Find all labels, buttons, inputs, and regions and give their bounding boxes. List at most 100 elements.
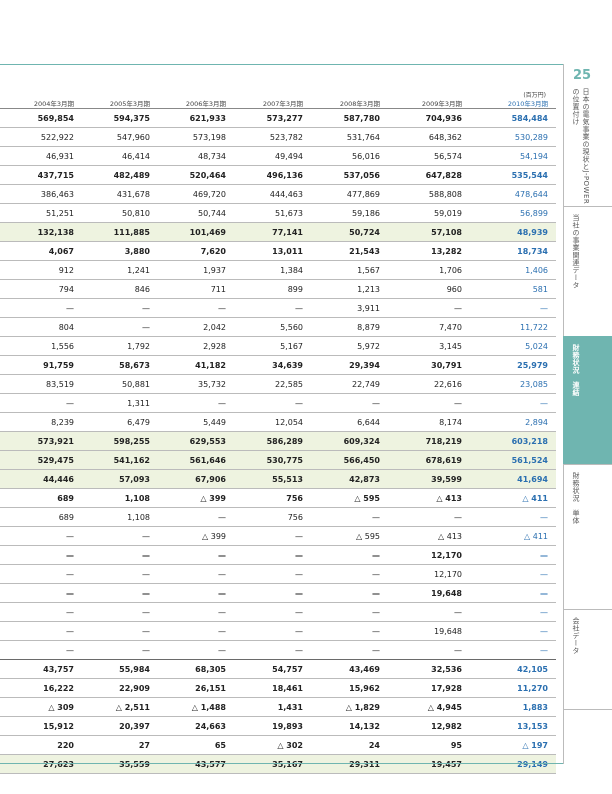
table-cell: 13,011 <box>234 241 311 261</box>
table-cell: △ 302 <box>234 735 311 755</box>
table-cell: 42,873 <box>311 469 388 489</box>
sidebar-section[interactable]: 日本の電気事業の現状とJ-POWERの位置付け <box>563 66 612 207</box>
table-cell: 1,108 <box>82 488 158 508</box>
table-cell: 531,764 <box>311 127 388 147</box>
table-cell: 59,019 <box>388 203 470 223</box>
table-cell: — <box>234 602 311 622</box>
table-cell: 1,706 <box>388 260 470 280</box>
table-cell: △ 399 <box>158 526 234 546</box>
table-cell: 67,906 <box>158 469 234 489</box>
table-cell: 1,431 <box>234 697 311 717</box>
table-cell: 11,270 <box>470 678 556 698</box>
table-row: — — — — — — — <box>0 640 556 660</box>
sidebar-section[interactable]: 財務状況 単体 <box>563 464 612 610</box>
table-cell: 588,808 <box>388 184 470 204</box>
table-row: — — △ 399— △ 595 △ 413 △ 411 <box>0 526 556 546</box>
table-cell: 689 <box>0 488 82 508</box>
table-cell: 522,922 <box>0 127 82 147</box>
table-row: 689 1,108—756— — — <box>0 507 556 527</box>
table-cell: 912 <box>0 260 82 280</box>
table-cell: — <box>388 602 470 622</box>
table-cell: — <box>234 545 311 565</box>
table-body: 569,854 594,375 621,933 573,277 587,780 704,9… <box>0 108 556 774</box>
table-cell: 30,791 <box>388 355 470 375</box>
table-row: — — — — —12,170— <box>0 545 556 565</box>
table-cell: 15,962 <box>311 678 388 698</box>
table-cell: 17,928 <box>388 678 470 698</box>
sidebar-section[interactable]: 財務状況 連結 <box>563 336 612 465</box>
table-cell: △ 197 <box>470 735 556 755</box>
sidebar-section[interactable]: 会社データ <box>563 609 612 710</box>
table-cell: — <box>311 393 388 413</box>
table-cell: 50,724 <box>311 222 388 242</box>
table-cell: 35,732 <box>158 374 234 394</box>
table-cell: — <box>158 564 234 584</box>
table-cell: 899 <box>234 279 311 299</box>
table-row: 386,463 431,678 469,720 444,463 477,869 588,8… <box>0 184 556 204</box>
bottom-rule <box>0 763 563 764</box>
table-cell: 8,879 <box>311 317 388 337</box>
table-cell: △ 1,829 <box>311 697 388 717</box>
table-cell: 431,678 <box>82 184 158 204</box>
table-cell: — <box>470 507 556 527</box>
table-cell: — <box>0 640 82 660</box>
table-cell: — <box>158 640 234 660</box>
table-cell: 26,151 <box>158 678 234 698</box>
table-cell: 648,362 <box>388 127 470 147</box>
table-cell: 1,384 <box>234 260 311 280</box>
table-cell: — <box>158 393 234 413</box>
table-row: 4,067 3,880 7,620 13,011 21,543 13,282 18,734 <box>0 241 556 261</box>
table-cell: 5,449 <box>158 412 234 432</box>
table-cell: 15,912 <box>0 716 82 736</box>
table-row: 569,854 594,375 621,933 573,277 587,780 704,9… <box>0 108 556 128</box>
table-cell: 50,744 <box>158 203 234 223</box>
table-cell: 13,282 <box>388 241 470 261</box>
table-cell: 609,324 <box>311 431 388 451</box>
table-cell: 469,720 <box>158 184 234 204</box>
sidebar-section[interactable]: 当社の事業関連データ <box>563 206 612 337</box>
table-cell: △ 595 <box>311 488 388 508</box>
table-cell: — <box>0 545 82 565</box>
table-cell: 51,251 <box>0 203 82 223</box>
table-cell: 598,255 <box>82 431 158 451</box>
table-row: 8,239 6,479 5,449 12,054 6,644 8,174 2,894 <box>0 412 556 432</box>
table-cell: — <box>470 564 556 584</box>
table-row: — — — — —19,648— <box>0 583 556 603</box>
table-cell: — <box>388 507 470 527</box>
table-cell: — <box>0 298 82 318</box>
table-cell: 19,893 <box>234 716 311 736</box>
table-cell: 16,222 <box>0 678 82 698</box>
table-cell: 566,450 <box>311 450 388 470</box>
table-cell: 1,311 <box>82 393 158 413</box>
table-cell: 541,162 <box>82 450 158 470</box>
table-cell: — <box>82 545 158 565</box>
table-cell: 573,198 <box>158 127 234 147</box>
table-cell: 6,644 <box>311 412 388 432</box>
table-cell: 5,560 <box>234 317 311 337</box>
table-row: 689 1,108 △ 399 756 △ 595 △ 413 △ 411 <box>0 488 556 508</box>
table-cell: 83,519 <box>0 374 82 394</box>
table-cell: 29,394 <box>311 355 388 375</box>
table-cell: 29,149 <box>470 754 556 774</box>
financial-table: 2004年3月期 2005年3月期 2006年3月期 2007年3月期 2008年3月期… <box>0 97 556 774</box>
table-row: 15,912 20,397 24,663 19,893 14,132 12,982 13,1… <box>0 716 556 736</box>
table-cell: △ 309 <box>0 697 82 717</box>
table-row: 44,446 57,093 67,906 55,513 42,873 39,599 41,6… <box>0 469 556 489</box>
table-cell: 57,093 <box>82 469 158 489</box>
column-header: 2004年3月期 <box>0 97 82 109</box>
sidebar-section-label: 会社データ <box>572 617 580 655</box>
table-row: 43,757 55,984 68,305 54,757 43,469 32,536 42,1… <box>0 659 556 679</box>
table-cell: 1,213 <box>311 279 388 299</box>
table-cell: 55,513 <box>234 469 311 489</box>
table-cell: — <box>311 564 388 584</box>
table-cell: — <box>158 507 234 527</box>
table-cell: 569,854 <box>0 108 82 128</box>
table-cell: — <box>82 602 158 622</box>
table-cell: 12,054 <box>234 412 311 432</box>
table-cell: — <box>470 640 556 660</box>
table-cell: 34,639 <box>234 355 311 375</box>
table-row: 27,623 35,559 43,577 35,167 29,311 19,457 29,1… <box>0 754 556 774</box>
table-cell: 48,939 <box>470 222 556 242</box>
top-rule <box>0 64 563 65</box>
table-cell: 49,494 <box>234 146 311 166</box>
